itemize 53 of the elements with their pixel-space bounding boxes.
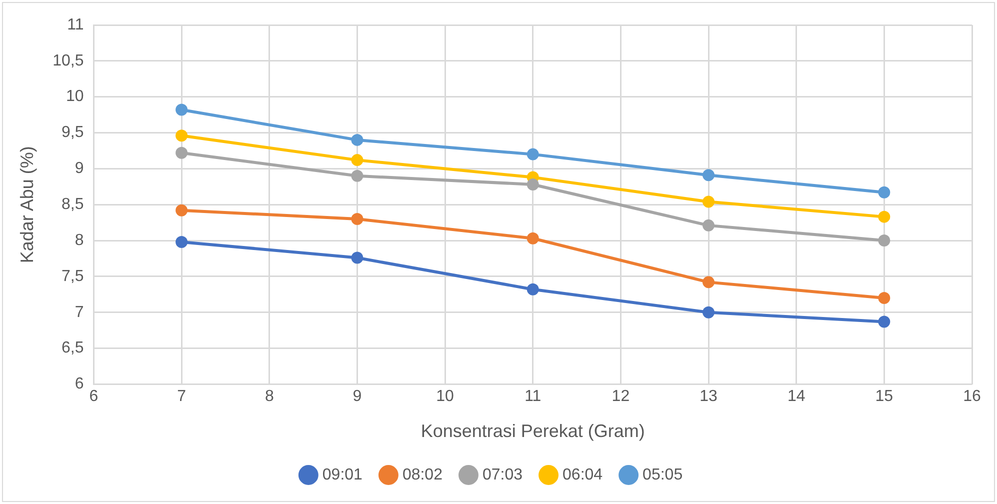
point [878,186,890,198]
y-tick-label: 6,5 [61,340,84,357]
y-tick-label: 11 [67,16,84,34]
legend-label: 09:01 [322,466,363,484]
point [702,276,715,288]
x-tick-label: 10 [436,388,454,406]
point [351,154,364,166]
y-tick-label: 10 [66,88,84,106]
point [351,170,364,182]
y-tick-label: 10,5 [52,52,84,70]
point [878,316,890,328]
point [526,148,539,160]
y-tick-label: 9,5 [61,124,84,142]
point [878,234,890,247]
y-tick-label: 9 [74,160,84,178]
x-tick-label: 11 [524,388,542,406]
point [702,306,715,318]
point [351,134,364,146]
point [526,178,539,190]
y-axis-title: Kadar Abu (%) [16,146,37,264]
legend-label: 06:04 [562,466,603,484]
x-tick-label: 13 [700,388,718,406]
legend-label: 08:02 [402,466,443,484]
y-tick-label: 8,5 [61,196,84,214]
point [878,210,890,223]
point [176,236,188,248]
point [351,252,364,264]
y-tick-label: 7 [74,304,84,321]
point [878,292,890,304]
y-tick-label: 7,5 [61,268,84,285]
x-tick-label: 16 [963,388,981,406]
y-tick-label: 6 [74,376,84,393]
point [702,169,715,182]
x-tick-label: 15 [875,388,894,406]
x-tick-label: 8 [264,388,274,406]
point [351,212,364,225]
x-tick-label: 12 [612,388,630,406]
point [526,283,539,296]
x-tick-label: 7 [177,388,186,406]
point [176,104,188,116]
legend-label: 05:05 [642,466,683,484]
point [526,232,539,244]
x-axis-title: Konsentrasi Perekat (Gram) [420,421,645,442]
point [176,146,188,159]
point [702,219,715,232]
x-tick-label: 9 [352,388,362,406]
point [176,130,188,142]
legend-label: 07:03 [482,466,523,484]
point [176,204,188,216]
x-tick-label: 14 [787,388,806,406]
point [702,196,715,208]
y-tick-label: 8 [74,232,84,249]
x-tick-label: 6 [89,388,98,406]
